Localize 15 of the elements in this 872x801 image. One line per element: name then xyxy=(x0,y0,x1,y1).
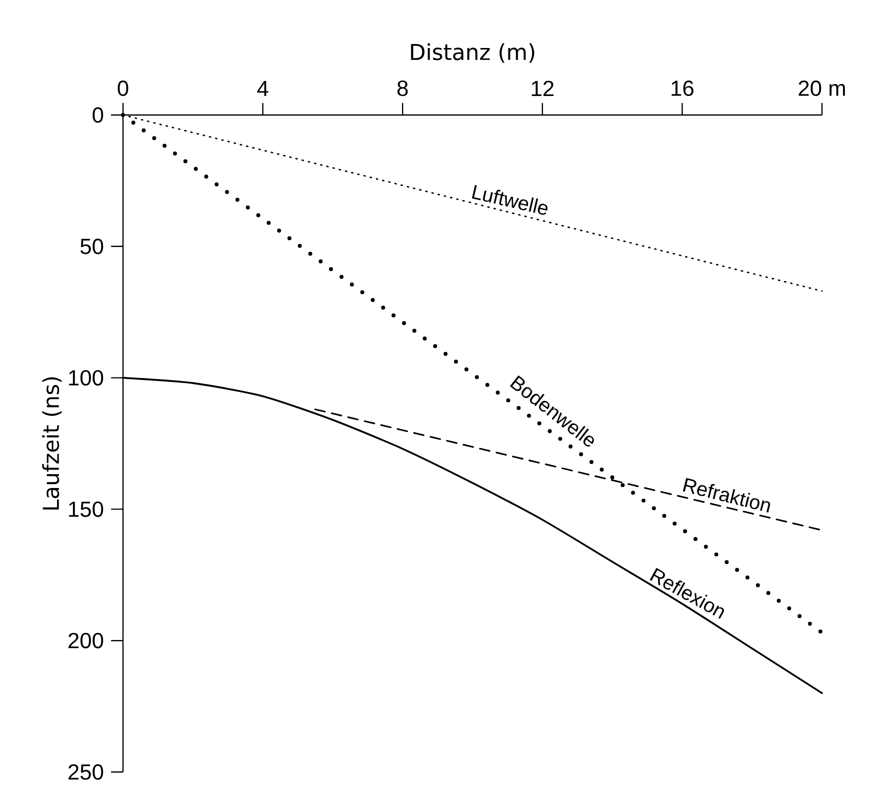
text: Luftwelle xyxy=(472,184,548,215)
x-tick-label: 16 xyxy=(672,80,694,96)
y-tick-label: 200 xyxy=(68,632,104,648)
x-axis-title: Distanz (m) xyxy=(411,43,534,63)
x-tick-label: 20 m xyxy=(798,80,845,96)
x-tick-label: 12 xyxy=(532,80,554,96)
y-axis-title: Laufzeit (ns) xyxy=(42,377,62,510)
y-tick-label: 150 xyxy=(69,501,104,517)
y-tick-label: 0 xyxy=(92,107,104,123)
x-tick-label: 8 xyxy=(397,80,408,96)
y-tick-label: 100 xyxy=(69,370,104,386)
y-tick-label: 50 xyxy=(80,238,104,254)
y-tick-label: 250 xyxy=(68,764,104,780)
x-tick-label: 0 xyxy=(118,80,128,96)
x-tick-label: 4 xyxy=(257,80,268,96)
